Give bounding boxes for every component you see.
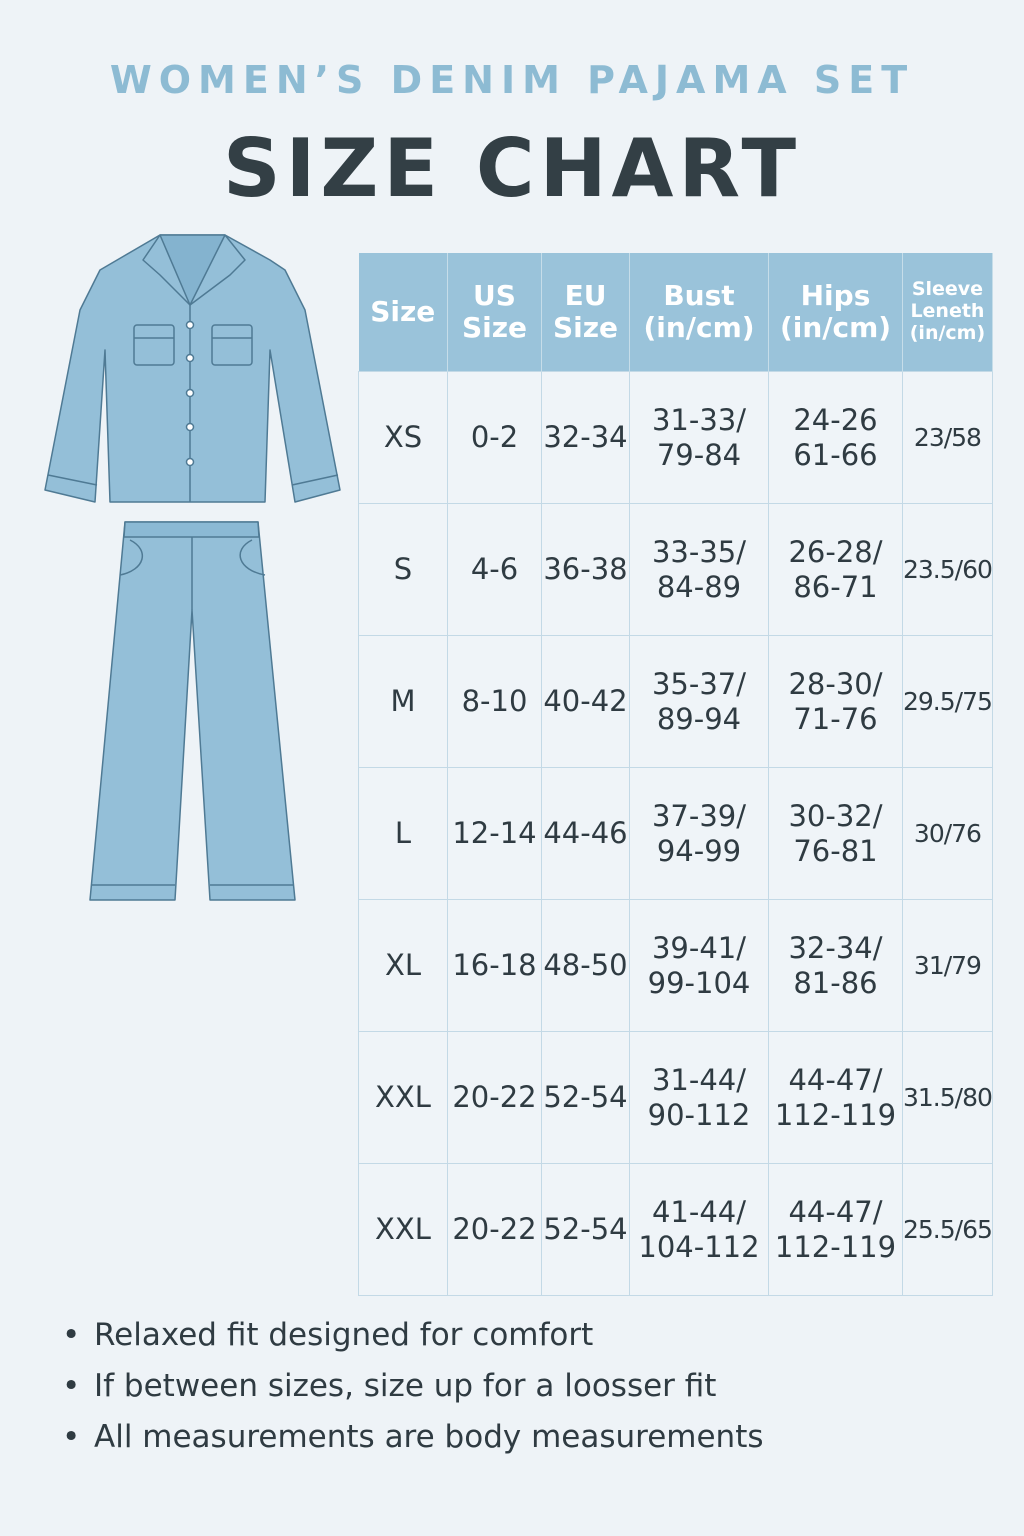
cell-us-size: 20-22 bbox=[447, 1163, 542, 1296]
product-subtitle: WOMEN’S DENIM PAJAMA SET bbox=[109, 58, 915, 102]
cell-us-size: 20-22 bbox=[447, 1031, 542, 1164]
size-table: Size US Size EU Size Bust (in/cm) Hips (in/c… bbox=[358, 253, 993, 1296]
note-item: All measurements are body measurements bbox=[62, 1414, 764, 1465]
cell-hips: 44-47/112-119 bbox=[768, 1163, 903, 1296]
header-hips: Hips (in/cm) bbox=[768, 253, 903, 372]
cell-us-size: 16-18 bbox=[447, 899, 542, 1032]
cell-bust: 35-37/89-94 bbox=[629, 635, 769, 768]
page-title: SIZE CHART bbox=[222, 122, 802, 215]
cell-sleeve-length: 25.5/65 bbox=[902, 1163, 993, 1296]
cell-size: L bbox=[358, 767, 448, 900]
cell-hips: 32-34/81-86 bbox=[768, 899, 903, 1032]
cell-us-size: 4-6 bbox=[447, 503, 542, 636]
cell-size: XL bbox=[358, 899, 448, 1032]
cell-eu-size: 52-54 bbox=[541, 1163, 630, 1296]
table-row: XXL 20-22 52-54 31-44/90-112 44-47/112-119 31… bbox=[358, 1031, 993, 1164]
cell-sleeve-length: 23.5/60 bbox=[902, 503, 993, 636]
cell-sleeve-length: 31/79 bbox=[902, 899, 993, 1032]
cell-eu-size: 44-46 bbox=[541, 767, 630, 900]
table-row: S 4-6 36-38 33-35/84-89 26-28/86-71 23.5/60 bbox=[358, 503, 993, 636]
fit-notes: Relaxed fit designed for comfort If betw… bbox=[62, 1312, 764, 1465]
cell-bust: 37-39/94-99 bbox=[629, 767, 769, 900]
table-header-row: Size US Size EU Size Bust (in/cm) Hips (in/c… bbox=[358, 253, 993, 372]
header-bust: Bust (in/cm) bbox=[629, 253, 769, 372]
table-row: XXL 20-22 52-54 41-44/104-112 44-47/112-119 2… bbox=[358, 1163, 993, 1296]
table-row: M 8-10 40-42 35-37/89-94 28-30/71-76 29.5/75 bbox=[358, 635, 993, 768]
cell-size: S bbox=[358, 503, 448, 636]
table-row: L 12-14 44-46 37-39/94-99 30-32/76-81 30/76 bbox=[358, 767, 993, 900]
cell-bust: 33-35/84-89 bbox=[629, 503, 769, 636]
cell-hips: 26-28/86-71 bbox=[768, 503, 903, 636]
cell-size: XXL bbox=[358, 1163, 448, 1296]
cell-sleeve-length: 29.5/75 bbox=[902, 635, 993, 768]
cell-eu-size: 40-42 bbox=[541, 635, 630, 768]
header-eu-size: EU Size bbox=[541, 253, 630, 372]
cell-us-size: 0-2 bbox=[447, 371, 542, 504]
note-item: Relaxed fit designed for comfort bbox=[62, 1312, 764, 1363]
cell-bust: 41-44/104-112 bbox=[629, 1163, 769, 1296]
cell-hips: 24-26 61-66 bbox=[768, 371, 903, 504]
pajama-illustration bbox=[44, 234, 341, 901]
cell-us-size: 8-10 bbox=[447, 635, 542, 768]
cell-sleeve-length: 23/58 bbox=[902, 371, 993, 504]
cell-size: M bbox=[358, 635, 448, 768]
pants-icon bbox=[89, 521, 296, 901]
cell-hips: 44-47/112-119 bbox=[768, 1031, 903, 1164]
cell-sleeve-length: 31.5/80 bbox=[902, 1031, 993, 1164]
cell-eu-size: 52-54 bbox=[541, 1031, 630, 1164]
cell-eu-size: 48-50 bbox=[541, 899, 630, 1032]
cell-eu-size: 32-34 bbox=[541, 371, 630, 504]
header-size: Size bbox=[358, 253, 448, 372]
shirt-icon bbox=[44, 234, 341, 503]
header-us-size: US Size bbox=[447, 253, 542, 372]
cell-bust: 31-33/79-84 bbox=[629, 371, 769, 504]
table-row: XS 0-2 32-34 31-33/79-84 24-26 61-66 23/58 bbox=[358, 371, 993, 504]
cell-hips: 28-30/71-76 bbox=[768, 635, 903, 768]
table-row: XL 16-18 48-50 39-41/99-104 32-34/81-86 31/79 bbox=[358, 899, 993, 1032]
cell-bust: 39-41/99-104 bbox=[629, 899, 769, 1032]
header-sleeve-length: Sleeve Leneth (in/cm) bbox=[902, 253, 993, 372]
cell-sleeve-length: 30/76 bbox=[902, 767, 993, 900]
cell-hips: 30-32/76-81 bbox=[768, 767, 903, 900]
cell-us-size: 12-14 bbox=[447, 767, 542, 900]
cell-size: XS bbox=[358, 371, 448, 504]
cell-size: XXL bbox=[358, 1031, 448, 1164]
cell-bust: 31-44/90-112 bbox=[629, 1031, 769, 1164]
note-item: If between sizes, size up for a loosser … bbox=[62, 1363, 764, 1414]
cell-eu-size: 36-38 bbox=[541, 503, 630, 636]
